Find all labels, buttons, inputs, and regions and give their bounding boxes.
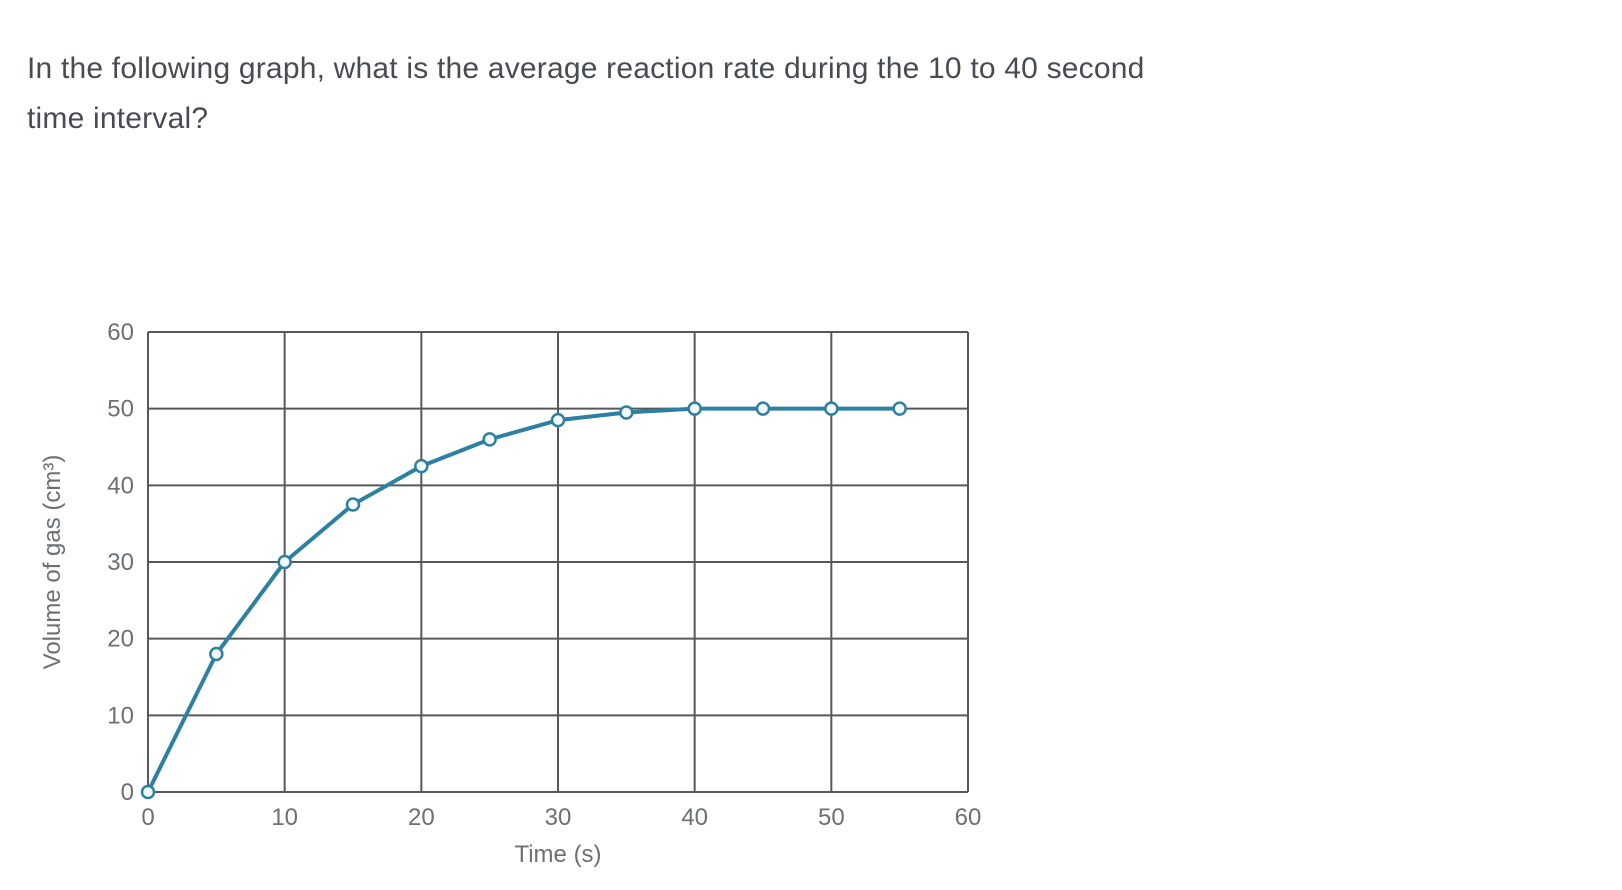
- y-tick-label: 30: [107, 549, 134, 576]
- x-tick-label: 10: [271, 804, 298, 831]
- question-text: In the following graph, what is the aver…: [27, 44, 1547, 144]
- data-point: [687, 401, 702, 416]
- y-tick-label: 20: [107, 626, 134, 653]
- x-tick-label: 50: [818, 804, 845, 831]
- chart-area: 0 10 20 30 40 50 60 0 10 20 30 40 50 60 Time (s) Volume…: [20, 295, 1010, 880]
- data-point: [345, 497, 361, 512]
- data-point: [824, 401, 839, 416]
- data-point: [550, 412, 566, 428]
- x-tick-label: 30: [545, 804, 572, 831]
- data-point: [755, 401, 771, 416]
- data-point: [277, 554, 292, 570]
- question-line-2: time interval?: [27, 102, 209, 135]
- volume-vs-time-chart: 0 10 20 30 40 50 60 0 10 20 30 40 50 60 Time (s) Volume…: [39, 319, 982, 868]
- y-tick-label: 60: [107, 319, 134, 346]
- y-tick-label: 40: [107, 472, 134, 499]
- y-tick-label: 0: [121, 779, 134, 806]
- y-tick-label: 10: [107, 702, 134, 729]
- data-point: [140, 784, 156, 800]
- data-point: [414, 458, 429, 474]
- data-point: [209, 646, 224, 662]
- question-line-1: In the following graph, what is the aver…: [27, 52, 1145, 85]
- x-tick-label: 0: [141, 804, 154, 831]
- data-line: [146, 406, 902, 794]
- x-tick-label: 60: [955, 804, 982, 831]
- x-axis-label: Time (s): [514, 841, 601, 868]
- data-point: [619, 405, 634, 420]
- y-tick-label: 50: [107, 396, 134, 423]
- data-point: [892, 401, 907, 416]
- y-axis-label: Volume of gas (cm³): [39, 455, 66, 670]
- data-point: [482, 432, 497, 447]
- x-tick-label: 40: [681, 804, 708, 831]
- x-tick-label: 20: [408, 804, 435, 831]
